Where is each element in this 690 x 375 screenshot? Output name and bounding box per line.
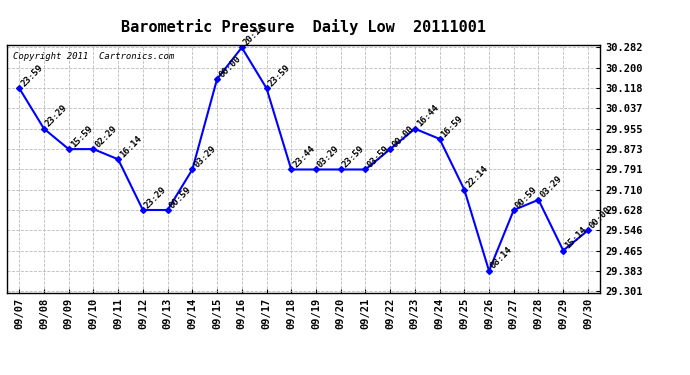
Text: 22:14: 22:14	[464, 164, 490, 190]
Text: 02:29: 02:29	[93, 124, 119, 149]
Text: 23:59: 23:59	[266, 63, 292, 88]
Text: 16:44: 16:44	[415, 104, 440, 129]
Text: 00:00: 00:00	[390, 124, 415, 149]
Text: 23:59: 23:59	[19, 63, 45, 88]
Text: 03:29: 03:29	[316, 144, 342, 170]
Text: 03:59: 03:59	[366, 144, 391, 170]
Text: 16:14: 16:14	[118, 134, 144, 159]
Text: 16:59: 16:59	[440, 114, 465, 139]
Text: 08:14: 08:14	[489, 246, 515, 271]
Text: 23:59: 23:59	[341, 144, 366, 170]
Text: 23:29: 23:29	[143, 184, 168, 210]
Text: 23:44: 23:44	[291, 144, 317, 170]
Text: 00:59: 00:59	[168, 184, 193, 210]
Text: Barometric Pressure  Daily Low  20111001: Barometric Pressure Daily Low 20111001	[121, 19, 486, 35]
Text: 00:00: 00:00	[588, 205, 613, 230]
Text: 15:14: 15:14	[563, 225, 589, 251]
Text: 03:29: 03:29	[193, 144, 218, 170]
Text: 20:14: 20:14	[241, 22, 267, 48]
Text: 03:29: 03:29	[538, 174, 564, 200]
Text: Copyright 2011  Cartronics.com: Copyright 2011 Cartronics.com	[13, 53, 174, 62]
Text: 15:59: 15:59	[69, 124, 94, 149]
Text: 00:00: 00:00	[217, 54, 242, 79]
Text: 00:59: 00:59	[514, 184, 539, 210]
Text: 23:29: 23:29	[44, 104, 70, 129]
